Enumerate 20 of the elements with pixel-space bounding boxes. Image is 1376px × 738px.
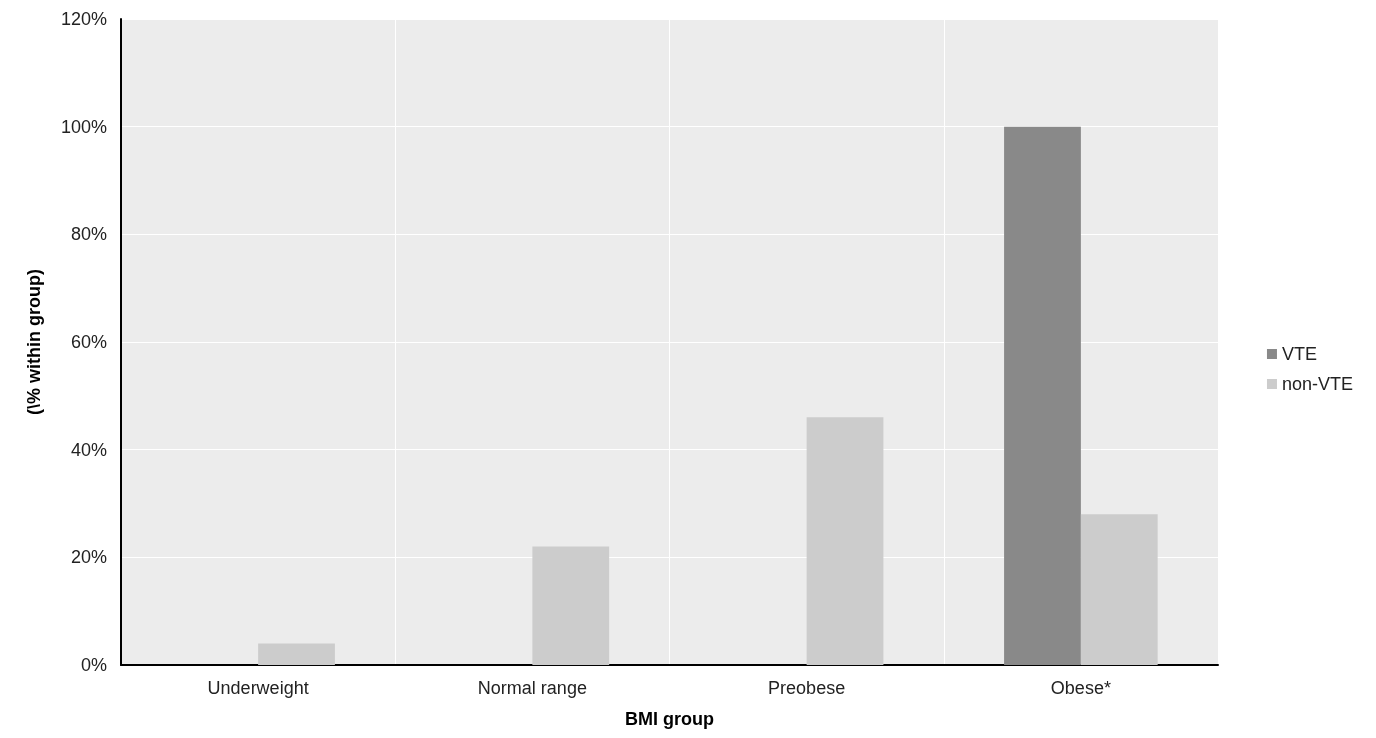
y-tick-label: 20%	[70, 547, 107, 568]
y-tick-label: 40%	[70, 439, 107, 460]
bar	[532, 546, 610, 665]
x-axis-title: BMI group	[625, 709, 714, 729]
bar	[806, 417, 884, 665]
x-tick-label: Obese*	[1050, 678, 1111, 698]
x-tick-label: Underweight	[207, 678, 309, 698]
y-tick-label: 120%	[60, 9, 107, 29]
y-tick-label: 60%	[70, 332, 107, 352]
y-tick-label: 100%	[60, 116, 107, 137]
legend-label: non-VTE	[1281, 374, 1354, 394]
bar	[1080, 514, 1158, 665]
y-axis-title: (\% within group)	[24, 269, 44, 415]
bar	[258, 643, 335, 665]
y-tick-label: 0%	[80, 655, 107, 675]
x-tick-label: Normal range	[477, 678, 587, 698]
x-tick-label: Preobese	[768, 678, 846, 698]
legend-label: VTE	[1281, 344, 1317, 364]
y-tick-label: 80%	[70, 224, 107, 245]
bar	[1004, 126, 1081, 665]
